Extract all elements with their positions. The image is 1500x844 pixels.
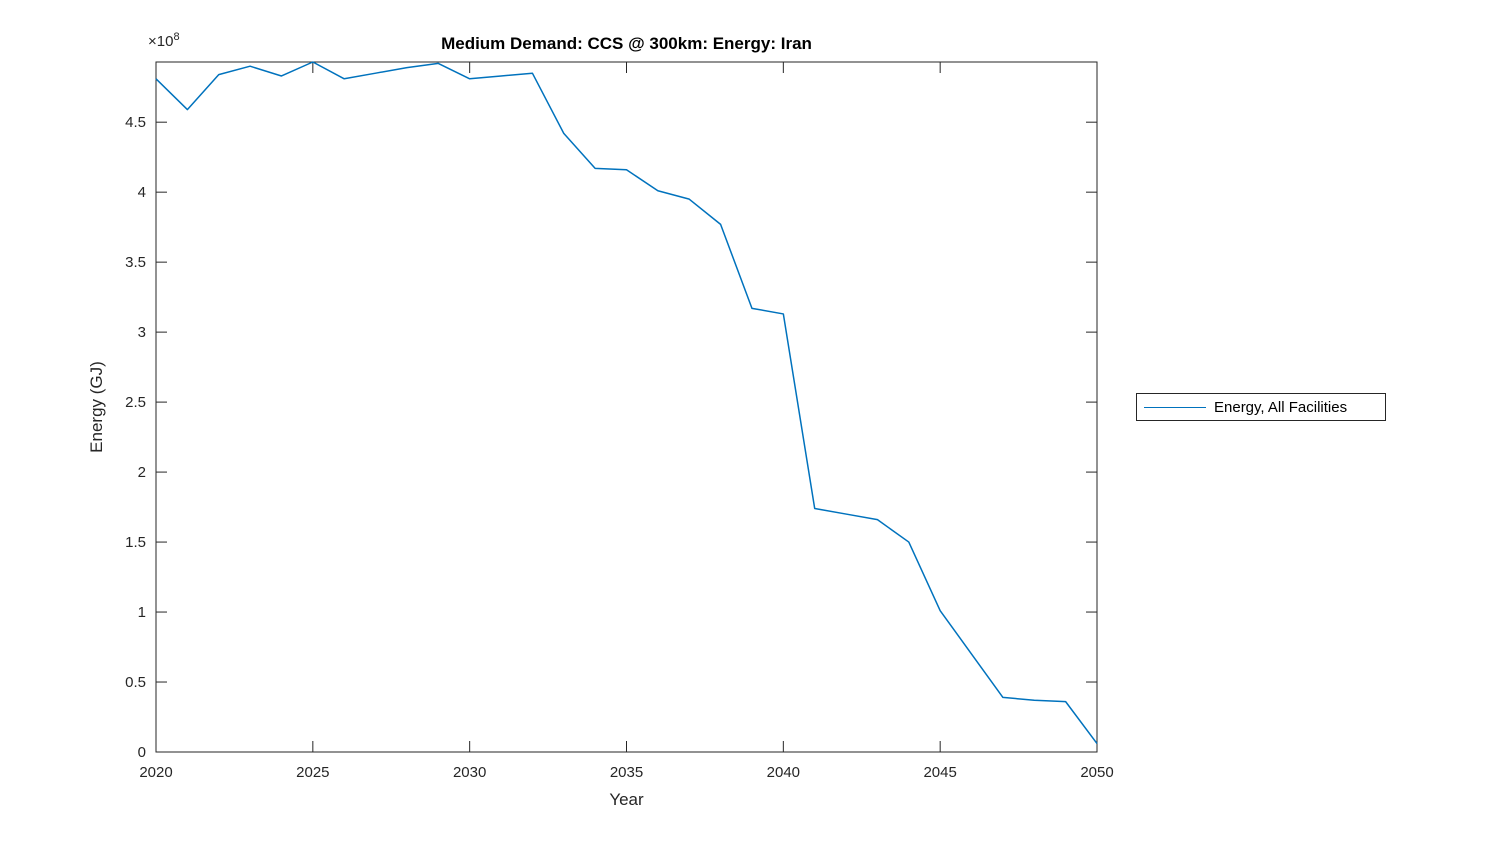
chart-title: Medium Demand: CCS @ 300km: Energy: Iran (441, 34, 812, 53)
y-tick-label: 3.5 (125, 254, 146, 271)
y-tick-label: 4.5 (125, 114, 146, 131)
legend-line-sample (1144, 406, 1206, 408)
x-tick-label: 2050 (1080, 764, 1113, 781)
legend: Energy, All Facilities (1136, 393, 1386, 421)
y-axis-label: Energy (GJ) (87, 361, 106, 453)
y-axis-exponent-label: ×108 (148, 31, 180, 50)
x-tick-label: 2020 (139, 764, 172, 781)
legend-entry-label: Energy, All Facilities (1214, 398, 1348, 416)
y-tick-label: 4 (138, 184, 146, 201)
y-axis-exponent-power: 8 (173, 31, 180, 43)
y-axis-exponent-base: ×10 (148, 33, 174, 50)
y-tick-label: 2 (138, 464, 146, 481)
y-tick-label: 0 (138, 744, 146, 761)
y-tick-label: 0.5 (125, 674, 146, 691)
x-axis-label: Year (609, 790, 644, 809)
y-tick-label: 1 (138, 604, 146, 621)
plot-area-border (155, 61, 1098, 753)
x-tick-label: 2025 (296, 764, 329, 781)
series-line-energy-all-facilities (155, 61, 1098, 745)
x-tick-label: 2045 (923, 764, 956, 781)
y-tick-label: 1.5 (125, 534, 146, 551)
y-tick-label: 2.5 (125, 394, 146, 411)
x-tick-label: 2035 (610, 764, 643, 781)
y-tick-label: 3 (138, 324, 146, 341)
x-tick-label: 2040 (767, 764, 800, 781)
x-tick-label: 2030 (453, 764, 486, 781)
